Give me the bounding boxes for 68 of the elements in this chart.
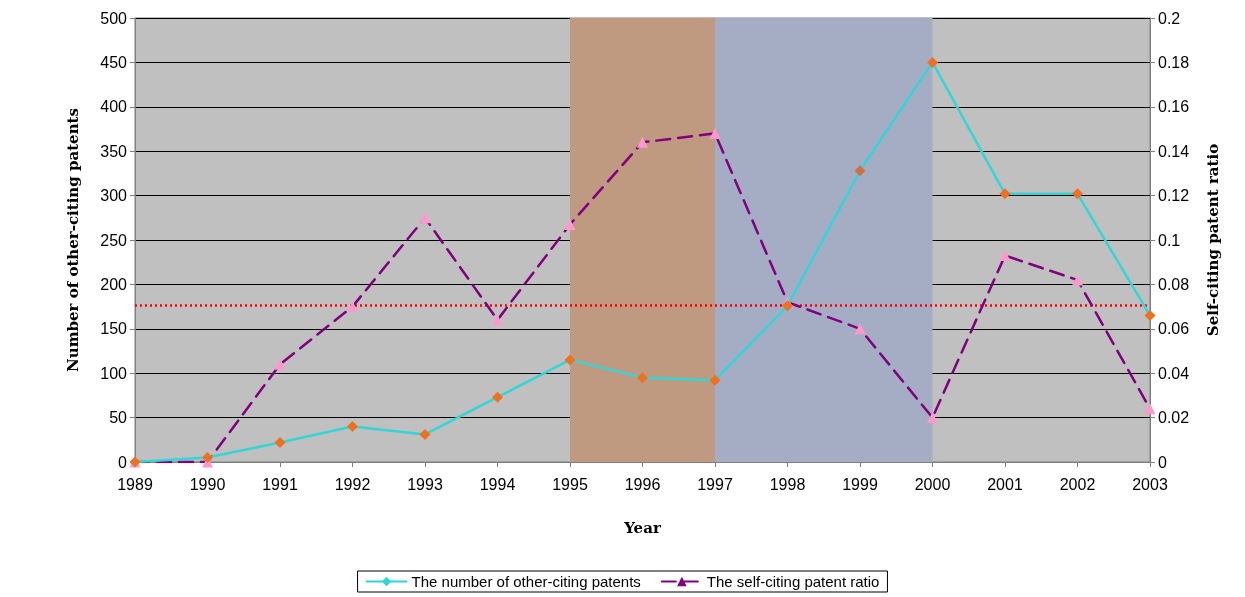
x-tick-label: 1990 bbox=[189, 475, 226, 493]
y-tick-label: 100 bbox=[100, 364, 128, 382]
y-tick-label: 500 bbox=[100, 9, 128, 27]
y-tick-label: 0 bbox=[118, 453, 128, 471]
x-tick-label: 1997 bbox=[697, 475, 733, 493]
point bbox=[927, 412, 938, 424]
legend-label: The self-citing patent ratio bbox=[706, 573, 880, 590]
y2-axis-title: Self-citing patent ratio bbox=[1203, 143, 1222, 337]
y-axis-title: Number of other-citing patents bbox=[63, 108, 82, 372]
point bbox=[564, 218, 576, 230]
x-tick-label: 2003 bbox=[1132, 475, 1168, 493]
y2-tick-label: 0.1 bbox=[1158, 231, 1181, 249]
x-tick-label: 2001 bbox=[987, 475, 1023, 493]
y-tick-label: 400 bbox=[100, 98, 128, 116]
point bbox=[202, 452, 213, 464]
x-tick-label: 2000 bbox=[914, 475, 951, 493]
y-tick-label: 200 bbox=[100, 275, 128, 293]
point bbox=[927, 56, 938, 68]
y2-tick-label: 0.08 bbox=[1158, 275, 1190, 293]
point bbox=[1144, 403, 1156, 415]
x-tick-label: 1999 bbox=[842, 475, 878, 493]
y-tick-label: 150 bbox=[100, 320, 128, 338]
point bbox=[347, 420, 358, 432]
x-tick-label: 1998 bbox=[769, 475, 806, 493]
point bbox=[564, 354, 576, 366]
point bbox=[274, 358, 286, 370]
x-axis-title: Year bbox=[623, 518, 662, 537]
y2-tick-label: 0.02 bbox=[1158, 409, 1190, 427]
point bbox=[854, 323, 866, 335]
x-tick-label: 1989 bbox=[117, 475, 153, 493]
y-tick-label: 450 bbox=[100, 53, 128, 71]
x-tick-label: 1994 bbox=[479, 475, 516, 493]
point bbox=[854, 165, 866, 177]
y2-tick-label: 0 bbox=[1158, 453, 1167, 471]
x-tick-label: 1991 bbox=[262, 475, 298, 493]
y2-tick-label: 0.16 bbox=[1158, 98, 1190, 116]
point bbox=[1072, 274, 1083, 286]
point bbox=[637, 136, 648, 148]
point bbox=[1144, 309, 1156, 321]
y-tick-label: 350 bbox=[100, 142, 128, 160]
y2-tick-label: 0.2 bbox=[1158, 9, 1181, 27]
point bbox=[347, 301, 358, 313]
point bbox=[492, 391, 503, 403]
point bbox=[709, 374, 721, 386]
y-tick-label: 250 bbox=[100, 231, 128, 249]
point bbox=[999, 250, 1011, 262]
point bbox=[709, 127, 721, 139]
x-tick-label: 1995 bbox=[552, 475, 588, 493]
x-tick-label: 2002 bbox=[1059, 475, 1096, 493]
point bbox=[999, 188, 1011, 200]
y-tick-label: 50 bbox=[109, 409, 128, 427]
point bbox=[637, 372, 648, 384]
x-tick-label: 1996 bbox=[624, 475, 661, 493]
x-tick-label: 1993 bbox=[407, 475, 443, 493]
legend-label: The number of other-citing patents bbox=[411, 573, 641, 590]
y2-tick-label: 0.04 bbox=[1158, 364, 1190, 382]
point bbox=[274, 436, 286, 448]
point bbox=[782, 300, 793, 312]
point bbox=[492, 314, 503, 326]
y2-tick-label: 0.06 bbox=[1158, 320, 1190, 338]
point bbox=[419, 428, 431, 440]
x-tick-label: 1992 bbox=[334, 475, 371, 493]
y2-tick-label: 0.12 bbox=[1158, 187, 1190, 205]
point bbox=[1072, 188, 1083, 200]
y-tick-label: 300 bbox=[100, 187, 128, 205]
y2-tick-label: 0.18 bbox=[1158, 53, 1190, 71]
y2-tick-label: 0.14 bbox=[1158, 142, 1190, 160]
point bbox=[419, 212, 431, 224]
